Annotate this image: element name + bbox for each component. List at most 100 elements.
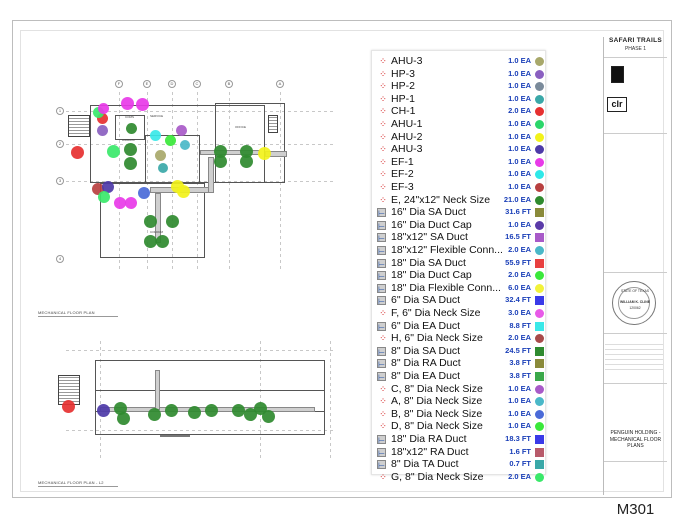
legend-color-swatch[interactable] bbox=[535, 309, 544, 318]
equipment-marker[interactable] bbox=[155, 150, 166, 161]
legend-color-swatch[interactable] bbox=[535, 120, 544, 129]
legend-row[interactable]: ⁘ HP-2 1.0 EA bbox=[372, 80, 547, 93]
legend-row[interactable]: ⊢ 8" Dia RA Duct 3.8 FT bbox=[372, 357, 547, 370]
legend-color-swatch[interactable] bbox=[535, 271, 544, 281]
equipment-marker[interactable] bbox=[102, 181, 114, 193]
mechanical-floor-plan-l2[interactable] bbox=[40, 330, 360, 470]
legend-color-swatch[interactable] bbox=[535, 472, 544, 482]
equipment-marker[interactable] bbox=[124, 143, 137, 156]
legend-row[interactable]: ⊢ 8" Dia SA Duct 24.5 FT bbox=[372, 345, 547, 358]
equipment-marker[interactable] bbox=[98, 103, 109, 114]
equipment-marker[interactable] bbox=[144, 215, 157, 228]
legend-row[interactable]: ⁘ E, 24"x12" Neck Size 21.0 EA bbox=[372, 194, 547, 207]
legend-color-swatch[interactable] bbox=[535, 334, 544, 344]
legend-row[interactable]: ⊢ 6" Dia SA Duct 32.4 FT bbox=[372, 294, 547, 307]
equipment-marker[interactable] bbox=[126, 123, 137, 134]
legend-color-swatch[interactable] bbox=[535, 170, 544, 180]
legend-color-swatch[interactable] bbox=[535, 296, 544, 306]
legend-color-swatch[interactable] bbox=[535, 321, 544, 331]
legend-color-swatch[interactable] bbox=[535, 435, 544, 444]
legend-row[interactable]: ⁘ F, 6" Dia Neck Size 3.0 EA bbox=[372, 307, 547, 320]
legend-row[interactable]: ⁘ B, 8" Dia Neck Size 1.0 EA bbox=[372, 408, 547, 421]
legend-color-swatch[interactable] bbox=[535, 422, 544, 432]
legend-color-swatch[interactable] bbox=[535, 132, 544, 142]
equipment-marker[interactable] bbox=[114, 402, 127, 415]
equipment-marker[interactable] bbox=[71, 146, 84, 159]
equipment-marker[interactable] bbox=[97, 125, 108, 136]
legend-row[interactable]: ⊢ 18"x12" SA Duct 16.5 FT bbox=[372, 231, 547, 244]
equipment-marker[interactable] bbox=[156, 235, 169, 248]
equipment-marker[interactable] bbox=[240, 155, 253, 168]
legend-color-swatch[interactable] bbox=[535, 447, 544, 457]
legend-row[interactable]: ⁘ EF-3 1.0 EA bbox=[372, 181, 547, 194]
legend-color-swatch[interactable] bbox=[535, 346, 544, 356]
legend-color-swatch[interactable] bbox=[535, 359, 544, 369]
legend-color-swatch[interactable] bbox=[535, 246, 544, 255]
legend-color-swatch[interactable] bbox=[535, 157, 544, 167]
equipment-marker[interactable] bbox=[62, 400, 75, 413]
equipment-marker[interactable] bbox=[240, 145, 253, 158]
legend-row[interactable]: ⁘ CH-1 2.0 EA bbox=[372, 105, 547, 118]
equipment-marker[interactable] bbox=[205, 404, 218, 417]
equipment-marker[interactable] bbox=[262, 410, 275, 423]
legend-row[interactable]: ⁘ AHU-1 1.0 EA bbox=[372, 118, 547, 131]
legend-color-swatch[interactable] bbox=[535, 384, 544, 394]
legend-row[interactable]: ⊢ 8" Dia EA Duct 3.8 FT bbox=[372, 370, 547, 383]
legend-row[interactable]: ⊢ 18" Dia Duct Cap 2.0 EA bbox=[372, 269, 547, 282]
legend-color-swatch[interactable] bbox=[535, 183, 544, 192]
legend-color-swatch[interactable] bbox=[535, 82, 544, 92]
equipment-marker[interactable] bbox=[148, 408, 161, 421]
mechanical-floor-plan-upper[interactable]: F E D C B A 1 2 3 4 AIDRAIM SERVICE COMS… bbox=[40, 75, 360, 275]
equipment-marker[interactable] bbox=[166, 215, 179, 228]
legend-row[interactable]: ⁘ C, 8" Dia Neck Size 1.0 EA bbox=[372, 383, 547, 396]
legend-color-swatch[interactable] bbox=[535, 208, 544, 218]
legend-row[interactable]: ⊢ 8" Dia TA Duct 0.7 FT bbox=[372, 458, 547, 471]
legend-row[interactable]: ⁘ AHU-3 1.0 EA bbox=[372, 143, 547, 156]
legend-color-swatch[interactable] bbox=[535, 220, 544, 230]
equipment-marker[interactable] bbox=[258, 147, 271, 160]
equipment-marker[interactable] bbox=[144, 235, 157, 248]
equipment-marker[interactable] bbox=[165, 135, 176, 146]
takeoff-legend-panel[interactable]: ⁘ AHU-3 1.0 EA ⁘ HP-3 1.0 EA ⁘ HP-2 1.0 EA ⁘ HP-1 1… bbox=[371, 50, 547, 483]
legend-row[interactable]: ⊢ 16" Dia SA Duct 31.6 FT bbox=[372, 206, 547, 219]
legend-row[interactable]: ⊢ 18"x12" Flexible Conn... 2.0 EA bbox=[372, 244, 547, 257]
legend-row[interactable]: ⊢ 18" Dia RA Duct 18.3 FT bbox=[372, 433, 547, 446]
legend-color-swatch[interactable] bbox=[535, 258, 544, 268]
legend-row[interactable]: ⁘ D, 8" Dia Neck Size 1.0 EA bbox=[372, 420, 547, 433]
equipment-marker[interactable] bbox=[98, 191, 110, 203]
legend-color-swatch[interactable] bbox=[535, 233, 544, 243]
legend-row[interactable]: ⁘ AHU-3 1.0 EA bbox=[372, 55, 547, 68]
legend-row[interactable]: ⊢ 18" Dia SA Duct 55.9 FT bbox=[372, 257, 547, 270]
equipment-marker[interactable] bbox=[176, 125, 187, 136]
legend-color-swatch[interactable] bbox=[535, 145, 544, 155]
legend-row[interactable]: ⊢ 18"x12" RA Duct 1.6 FT bbox=[372, 446, 547, 459]
equipment-marker[interactable] bbox=[121, 97, 134, 110]
legend-color-swatch[interactable] bbox=[535, 409, 544, 419]
legend-color-swatch[interactable] bbox=[535, 283, 544, 293]
equipment-marker[interactable] bbox=[136, 98, 149, 111]
equipment-marker[interactable] bbox=[125, 197, 137, 209]
equipment-marker[interactable] bbox=[214, 145, 227, 158]
equipment-marker[interactable] bbox=[232, 404, 245, 417]
equipment-marker[interactable] bbox=[114, 197, 126, 209]
legend-row[interactable]: ⁘ HP-1 1.0 EA bbox=[372, 93, 547, 106]
equipment-marker[interactable] bbox=[107, 145, 120, 158]
legend-color-swatch[interactable] bbox=[535, 397, 544, 407]
legend-row[interactable]: ⁘ H, 6" Dia Neck Size 2.0 EA bbox=[372, 332, 547, 345]
legend-row[interactable]: ⊢ 6" Dia EA Duct 8.8 FT bbox=[372, 320, 547, 333]
legend-color-swatch[interactable] bbox=[535, 195, 544, 205]
legend-row[interactable]: ⁘ G, 8" Dia Neck Size 2.0 EA bbox=[372, 471, 547, 484]
legend-row[interactable]: ⊢ 16" Dia Duct Cap 1.0 EA bbox=[372, 219, 547, 232]
equipment-marker[interactable] bbox=[188, 406, 201, 419]
legend-row[interactable]: ⁘ A, 8" Dia Neck Size 1.0 EA bbox=[372, 395, 547, 408]
equipment-marker[interactable] bbox=[180, 140, 190, 150]
legend-row[interactable]: ⁘ EF-1 1.0 EA bbox=[372, 156, 547, 169]
legend-row[interactable]: ⊢ 18" Dia Flexible Conn... 6.0 EA bbox=[372, 282, 547, 295]
equipment-marker[interactable] bbox=[117, 412, 130, 425]
equipment-marker[interactable] bbox=[97, 113, 108, 124]
equipment-marker[interactable] bbox=[97, 404, 110, 417]
legend-color-swatch[interactable] bbox=[535, 460, 544, 470]
equipment-marker[interactable] bbox=[165, 404, 178, 417]
equipment-marker[interactable] bbox=[177, 185, 190, 198]
legend-color-swatch[interactable] bbox=[535, 94, 544, 104]
